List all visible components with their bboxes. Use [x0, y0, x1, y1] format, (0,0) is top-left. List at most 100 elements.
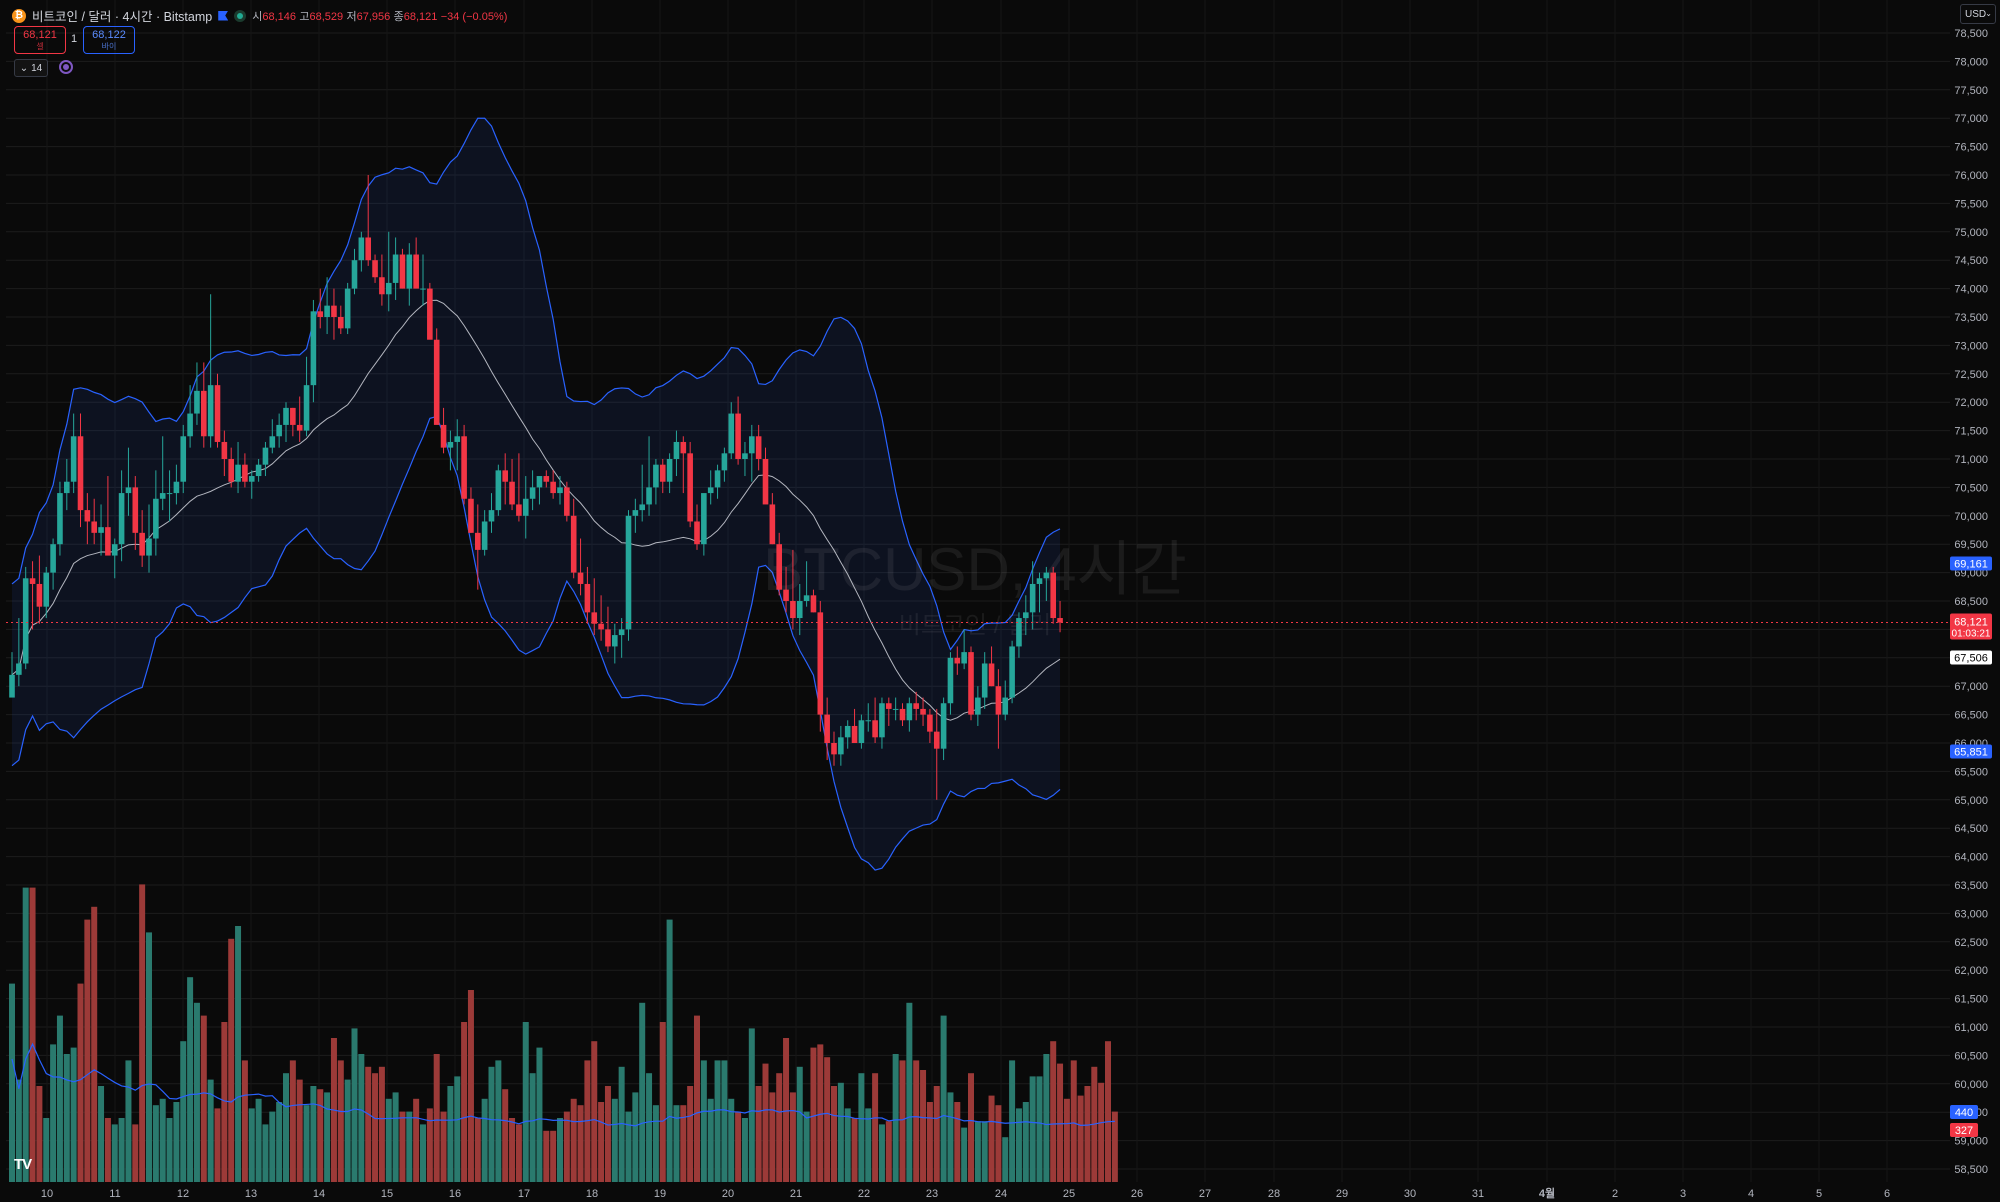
candle-body [242, 464, 248, 482]
y-tick-label: 64,500 [1954, 823, 1988, 835]
y-tick-label: 77,500 [1954, 85, 1988, 97]
symbol-legend[interactable]: ₿ 비트코인 / 달러 · 4시간 · Bitstamp 시68,146 고68… [12, 6, 507, 25]
order-quantity[interactable]: 1 [71, 33, 78, 45]
candle-body [968, 652, 974, 715]
candle-body [303, 385, 310, 431]
volume-bar [426, 1108, 433, 1182]
candles [9, 175, 1063, 800]
candle-body [201, 390, 207, 437]
candle-body [714, 470, 721, 488]
candle-body [906, 703, 913, 721]
volume-bar [310, 1086, 317, 1182]
volume-bar [872, 1073, 879, 1182]
buy-button[interactable]: 68,122 바이 [83, 26, 135, 54]
candle-body [262, 447, 269, 465]
volume-bar [515, 1124, 522, 1182]
volume-bar [474, 1118, 481, 1182]
candle-body [310, 311, 317, 386]
candle-body [981, 663, 988, 698]
candle-body [694, 521, 700, 545]
candle-body [790, 601, 796, 619]
x-tick-label: 29 [1336, 1188, 1348, 1200]
candle-body [1002, 697, 1009, 715]
volume-bar [43, 1118, 50, 1182]
candle-body [673, 441, 680, 459]
volume-bar [577, 1105, 584, 1182]
y-tick-label: 66,500 [1954, 710, 1988, 722]
svg-text:69,161: 69,161 [1954, 558, 1988, 570]
candle-body [783, 589, 789, 601]
volume-bar [255, 1098, 262, 1182]
symbol-title[interactable]: 비트코인 / 달러 · 4시간 · Bitstamp [32, 10, 213, 24]
volume-bar [337, 1060, 344, 1182]
x-tick-label: 16 [449, 1188, 461, 1200]
volume-bar [166, 1118, 173, 1182]
sell-button[interactable]: 68,121 셀 [14, 26, 66, 54]
candle-body [742, 453, 748, 459]
bb-basis-price-tag: 67,506 [1950, 650, 1992, 665]
candle-body [796, 601, 803, 619]
volume-bar [159, 1098, 166, 1182]
candle-body [612, 635, 618, 647]
y-tick-label: 64,000 [1954, 852, 1988, 864]
x-tick-label: 4 [1748, 1188, 1754, 1200]
y-tick-label: 58,500 [1954, 1164, 1988, 1176]
volume-bar [132, 1124, 139, 1182]
y-tick-label: 70,500 [1954, 482, 1988, 494]
y-tick-label: 78,500 [1954, 28, 1988, 40]
y-tick-label: 74,500 [1954, 255, 1988, 267]
candle-body [153, 498, 159, 539]
svg-text:65,851: 65,851 [1954, 746, 1988, 758]
candle-body [166, 493, 173, 495]
market-status-icon[interactable] [234, 9, 247, 22]
y-tick-label: 61,000 [1954, 1022, 1988, 1034]
volume-bar [892, 1054, 899, 1182]
candle-body [947, 657, 954, 704]
volume-bar [1057, 1063, 1064, 1182]
candle-body [399, 254, 406, 289]
volume-bar [591, 1041, 598, 1182]
candle-body [701, 493, 707, 545]
volume-bar [365, 1066, 372, 1182]
volume-bar [433, 1054, 440, 1182]
volume-bar [125, 1060, 132, 1182]
volume-bar [200, 1015, 207, 1182]
candle-body [598, 623, 604, 630]
volume-bar [241, 1060, 248, 1182]
y-tick-label: 78,000 [1954, 56, 1988, 68]
indicator-count: 14 [31, 62, 43, 74]
y-tick-label: 72,000 [1954, 397, 1988, 409]
indicator-settings-icon[interactable] [59, 60, 73, 74]
candle-body [276, 424, 282, 437]
bollinger-lower-line [11, 415, 1061, 871]
volume-bar [557, 1118, 563, 1182]
volume-bar [652, 1105, 659, 1182]
candle-body [98, 527, 104, 533]
y-tick-label: 75,000 [1954, 227, 1988, 239]
candle-body [1009, 646, 1015, 698]
indicator-toggle-button[interactable]: ⌄ 14 [14, 59, 48, 77]
ohlc-values: 시68,146 고68,529 저67,956 종68,121 −34 (−0.… [252, 10, 508, 23]
candle-body [564, 487, 570, 516]
candle-body [207, 385, 214, 437]
candle-body [146, 538, 152, 556]
candle-body [290, 407, 296, 425]
candle-body [344, 288, 351, 329]
candle-body [406, 254, 413, 289]
volume-bar [947, 1092, 954, 1182]
volume-bar [824, 1057, 831, 1182]
y-tick-label: 69,000 [1954, 568, 1988, 580]
volume-bar [324, 1092, 331, 1182]
candle-body [132, 487, 139, 533]
volume-bar [563, 1111, 570, 1182]
currency-select[interactable]: USD ⌄ [1960, 4, 1996, 24]
volume-bar [1050, 1041, 1057, 1182]
candle-body [379, 277, 385, 295]
flag-icon[interactable] [218, 10, 229, 21]
candle-body [372, 260, 378, 278]
volume-bar [961, 1127, 968, 1182]
currency-label: USD [1965, 8, 1987, 20]
svg-text:67,506: 67,506 [1954, 652, 1988, 664]
volume-bar [1029, 1076, 1036, 1182]
